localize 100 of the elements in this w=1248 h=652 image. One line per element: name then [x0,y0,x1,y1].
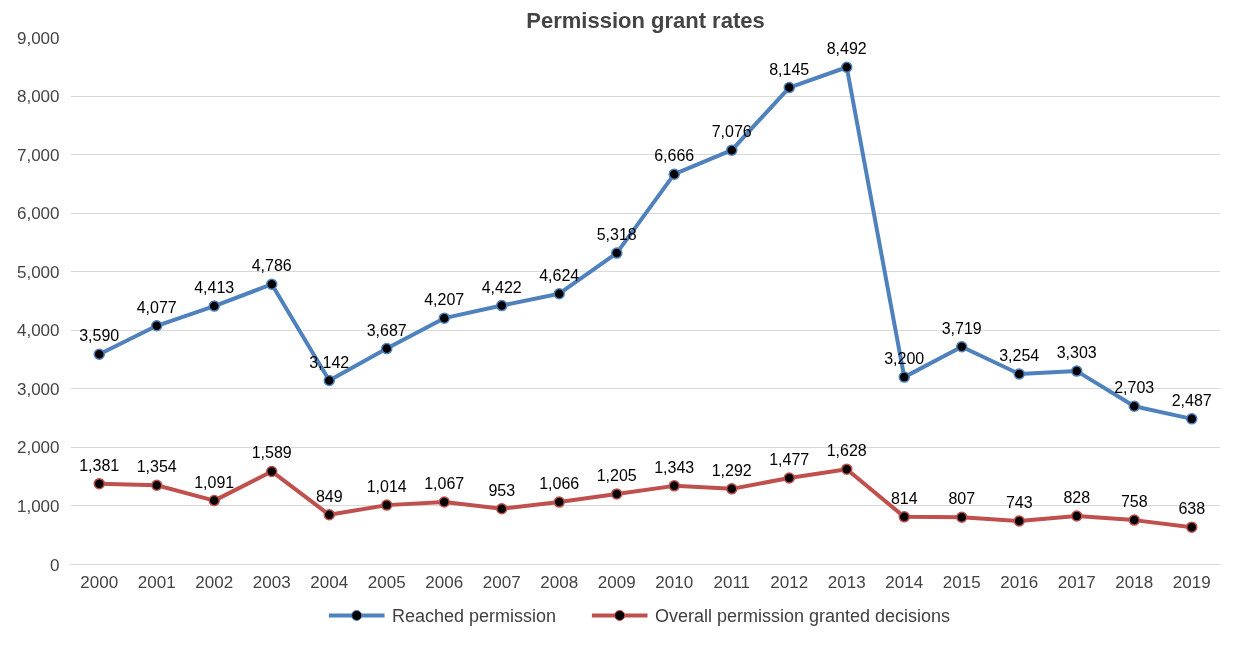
x-tick-label: 2012 [770,572,809,592]
point [93,348,105,361]
x-tick-label: 2011 [713,572,751,592]
x-tick-label: 2010 [655,572,694,592]
x-tick-label: 2019 [1172,572,1211,592]
point [381,342,393,355]
data-label: 1,477 [769,451,810,469]
x-tick-label: 2014 [885,572,924,592]
legend-label: Overall permission granted decisions [654,605,951,626]
data-label: 1,091 [194,473,235,491]
point [956,511,968,523]
point [208,300,220,312]
x-tick-label: 2013 [827,572,866,592]
x-tick-label: 2003 [252,572,291,592]
y-tick-label: 6,000 [16,204,60,224]
point [726,483,738,495]
data-label: 1,589 [251,444,292,462]
point [956,340,968,353]
data-label: 638 [1178,500,1206,518]
data-label: 1,354 [136,458,177,476]
y-tick-label: 2,000 [16,438,60,458]
x-tick-label: 2017 [1057,572,1096,592]
x-tick-label: 2005 [367,572,406,592]
data-label: 758 [1120,493,1148,511]
data-label: 2,703 [1114,379,1155,397]
point [381,499,393,511]
data-label: 4,786 [251,257,292,275]
point [151,320,163,332]
data-label: 1,343 [654,458,695,476]
point [266,278,278,290]
point [1013,515,1025,527]
data-label: 743 [1005,493,1033,511]
data-label: 3,719 [941,319,982,337]
chart-title: Permission grant rates [526,7,765,33]
y-tick-label: 7,000 [16,145,60,165]
x-tick-label: 2001 [137,572,176,592]
x-tick-label: 2008 [540,572,579,592]
data-label: 814 [890,489,918,507]
point [668,168,680,180]
point [553,496,565,508]
x-tick-label: 2004 [310,572,349,592]
data-label: 3,687 [366,321,407,339]
point [323,509,335,521]
data-label: 1,628 [826,442,867,460]
x-tick-label: 2006 [425,572,464,592]
point [496,299,508,312]
data-label: 4,422 [481,278,522,296]
point [611,488,623,500]
data-label: 953 [488,481,516,499]
data-label: 4,624 [539,266,580,284]
x-tick-label: 2009 [597,572,636,592]
point [438,496,450,508]
y-tick-label: 1,000 [16,496,60,516]
point [841,463,853,475]
x-tick-label: 2002 [195,572,234,592]
x-tick-label: 2007 [482,572,521,592]
data-label: 2,487 [1171,391,1212,409]
data-label: 1,067 [424,475,465,493]
data-label: 4,207 [424,291,465,309]
data-label: 3,590 [79,327,120,345]
point [438,312,450,324]
data-label: 1,066 [539,475,580,493]
data-label: 4,413 [194,279,235,297]
point [1128,514,1140,526]
data-label: 6,666 [654,147,695,165]
data-label: 8,145 [769,60,810,78]
data-label: 828 [1063,489,1091,507]
point [898,371,910,383]
point [151,479,163,491]
data-label: 807 [948,490,976,508]
point [1071,510,1083,522]
point [668,480,680,492]
data-label: 4,077 [136,298,177,316]
point [726,144,738,156]
point [898,511,910,523]
point [1128,400,1140,412]
x-tick-label: 2015 [942,572,981,592]
data-label: 8,492 [826,40,867,58]
legend-label: Reached permission [391,605,557,626]
point [783,472,795,484]
y-tick-label: 0 [50,555,60,575]
x-tick-label: 2016 [1000,572,1039,592]
data-label: 3,254 [999,346,1040,364]
point [783,81,795,94]
point [208,494,220,507]
data-label: 849 [315,487,343,505]
point [611,247,623,259]
point [841,61,853,73]
point [1071,365,1083,377]
point [93,477,105,490]
y-tick-label: 4,000 [16,321,60,341]
y-tick-label: 9,000 [16,28,60,48]
data-label: 1,014 [366,478,407,496]
data-label: 3,303 [1056,344,1097,362]
point [496,502,508,515]
y-tick-label: 3,000 [16,379,60,399]
point [1186,521,1198,533]
point [1186,413,1198,425]
data-label: 1,292 [711,461,752,479]
x-tick-label: 2018 [1115,572,1154,592]
